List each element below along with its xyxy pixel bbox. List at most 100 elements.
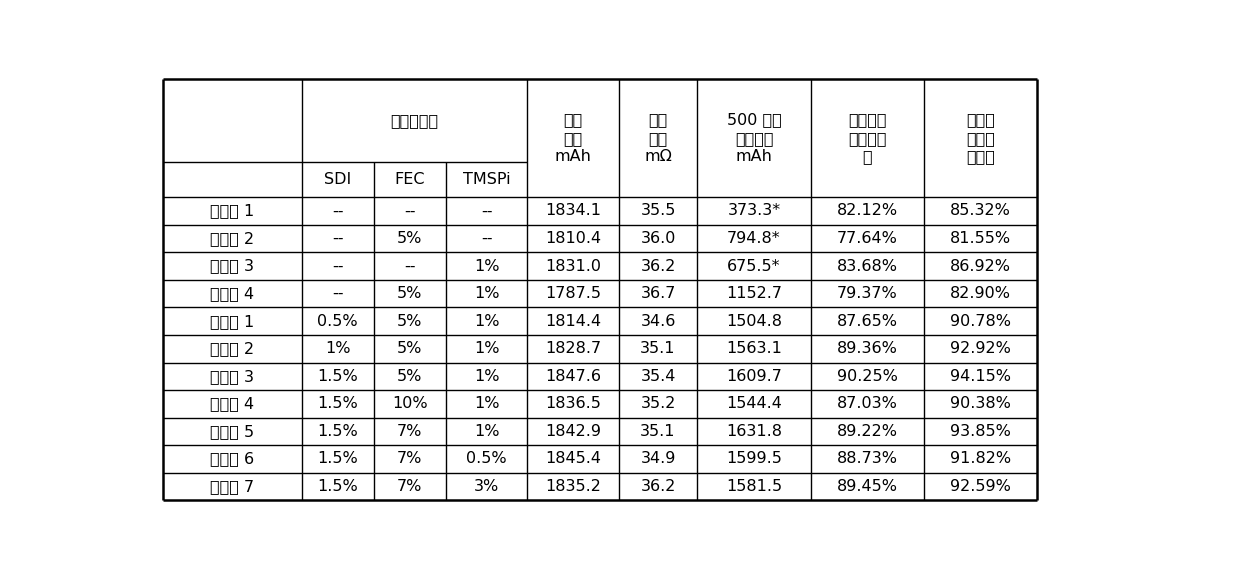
Text: 高温存
储容量
恢复率: 高温存 储容量 恢复率 [966, 112, 995, 164]
Text: 34.6: 34.6 [641, 314, 675, 329]
Text: 实施例 7: 实施例 7 [211, 479, 254, 494]
Text: 89.36%: 89.36% [836, 341, 898, 356]
Text: 35.4: 35.4 [641, 369, 675, 384]
Text: 对比例 1: 对比例 1 [211, 203, 254, 219]
Text: 高温存储
容量保持
率: 高温存储 容量保持 率 [849, 112, 887, 164]
Text: 1%: 1% [473, 341, 499, 356]
Text: 分容
内阳
mΩ: 分容 内阳 mΩ [644, 112, 672, 164]
Text: 实施例 6: 实施例 6 [211, 452, 254, 466]
Text: 实施例 5: 实施例 5 [211, 424, 254, 439]
Text: 5%: 5% [398, 286, 422, 301]
Text: 1%: 1% [473, 424, 499, 439]
Text: --: -- [404, 258, 415, 274]
Text: --: -- [332, 286, 343, 301]
Text: 1599.5: 1599.5 [726, 452, 782, 466]
Text: 89.45%: 89.45% [836, 479, 898, 494]
Text: 1581.5: 1581.5 [726, 479, 782, 494]
Text: 1814.4: 1814.4 [545, 314, 601, 329]
Text: 对比例 2: 对比例 2 [211, 231, 254, 246]
Text: 0.5%: 0.5% [466, 452, 507, 466]
Text: 373.3*: 373.3* [727, 203, 781, 219]
Text: 1834.1: 1834.1 [545, 203, 601, 219]
Text: 79.37%: 79.37% [838, 286, 898, 301]
Text: 34.9: 34.9 [641, 452, 675, 466]
Text: --: -- [332, 258, 343, 274]
Text: 1563.1: 1563.1 [726, 341, 782, 356]
Text: 实施例 2: 实施例 2 [211, 341, 254, 356]
Text: --: -- [332, 203, 343, 219]
Text: 7%: 7% [398, 479, 422, 494]
Text: 1845.4: 1845.4 [545, 452, 601, 466]
Text: FEC: FEC [394, 172, 425, 187]
Text: 77.64%: 77.64% [836, 231, 898, 246]
Text: 90.78%: 90.78% [950, 314, 1011, 329]
Text: 1544.4: 1544.4 [726, 396, 782, 411]
Text: 1%: 1% [473, 314, 499, 329]
Text: 87.03%: 87.03% [836, 396, 898, 411]
Text: 90.25%: 90.25% [836, 369, 898, 384]
Text: 83.68%: 83.68% [836, 258, 898, 274]
Text: 5%: 5% [398, 231, 422, 246]
Text: 3%: 3% [475, 479, 499, 494]
Text: 86.92%: 86.92% [950, 258, 1011, 274]
Text: 5%: 5% [398, 369, 422, 384]
Text: 91.82%: 91.82% [950, 452, 1011, 466]
Text: 实施例 1: 实施例 1 [211, 314, 254, 329]
Text: 92.59%: 92.59% [950, 479, 1011, 494]
Text: 实施例 4: 实施例 4 [211, 396, 254, 411]
Text: 0.5%: 0.5% [317, 314, 358, 329]
Text: 93.85%: 93.85% [950, 424, 1011, 439]
Text: 对比例 3: 对比例 3 [211, 258, 254, 274]
Text: --: -- [404, 203, 415, 219]
Text: SDI: SDI [325, 172, 352, 187]
Text: 1%: 1% [473, 369, 499, 384]
Text: 500 周循
环后容量
mAh: 500 周循 环后容量 mAh [727, 112, 782, 164]
Text: 1847.6: 1847.6 [545, 369, 601, 384]
Text: 36.2: 36.2 [641, 479, 675, 494]
Text: 90.38%: 90.38% [950, 396, 1011, 411]
Text: 1.5%: 1.5% [317, 369, 358, 384]
Text: 1%: 1% [473, 286, 499, 301]
Text: 675.5*: 675.5* [727, 258, 781, 274]
Text: 分容
容量
mAh: 分容 容量 mAh [555, 112, 591, 164]
Text: 1842.9: 1842.9 [545, 424, 601, 439]
Text: 1831.0: 1831.0 [545, 258, 601, 274]
Text: 7%: 7% [398, 452, 422, 466]
Text: 添加剂含量: 添加剂含量 [390, 113, 439, 128]
Text: 1.5%: 1.5% [317, 396, 358, 411]
Text: 35.1: 35.1 [641, 424, 675, 439]
Text: 89.22%: 89.22% [836, 424, 898, 439]
Text: 81.55%: 81.55% [950, 231, 1011, 246]
Text: 1810.4: 1810.4 [545, 231, 601, 246]
Text: --: -- [481, 203, 492, 219]
Text: 85.32%: 85.32% [950, 203, 1011, 219]
Text: 36.0: 36.0 [641, 231, 675, 246]
Text: 35.2: 35.2 [641, 396, 675, 411]
Text: 1828.7: 1828.7 [545, 341, 601, 356]
Text: 82.12%: 82.12% [836, 203, 898, 219]
Text: 1609.7: 1609.7 [726, 369, 782, 384]
Text: --: -- [481, 231, 492, 246]
Text: 92.92%: 92.92% [950, 341, 1011, 356]
Text: 1%: 1% [325, 341, 351, 356]
Text: 82.90%: 82.90% [950, 286, 1011, 301]
Text: 94.15%: 94.15% [950, 369, 1011, 384]
Text: 1%: 1% [473, 258, 499, 274]
Text: 87.65%: 87.65% [836, 314, 898, 329]
Text: 36.7: 36.7 [641, 286, 675, 301]
Text: 10%: 10% [392, 396, 427, 411]
Text: 1%: 1% [473, 396, 499, 411]
Text: 88.73%: 88.73% [836, 452, 898, 466]
Text: 1504.8: 1504.8 [726, 314, 782, 329]
Text: --: -- [332, 231, 343, 246]
Text: 实施例 3: 实施例 3 [211, 369, 254, 384]
Text: 7%: 7% [398, 424, 422, 439]
Text: 1836.5: 1836.5 [545, 396, 601, 411]
Text: 35.1: 35.1 [641, 341, 675, 356]
Text: 794.8*: 794.8* [727, 231, 781, 246]
Text: 35.5: 35.5 [641, 203, 675, 219]
Text: 1152.7: 1152.7 [726, 286, 782, 301]
Text: 1.5%: 1.5% [317, 452, 358, 466]
Text: 5%: 5% [398, 314, 422, 329]
Text: TMSPi: TMSPi [463, 172, 510, 187]
